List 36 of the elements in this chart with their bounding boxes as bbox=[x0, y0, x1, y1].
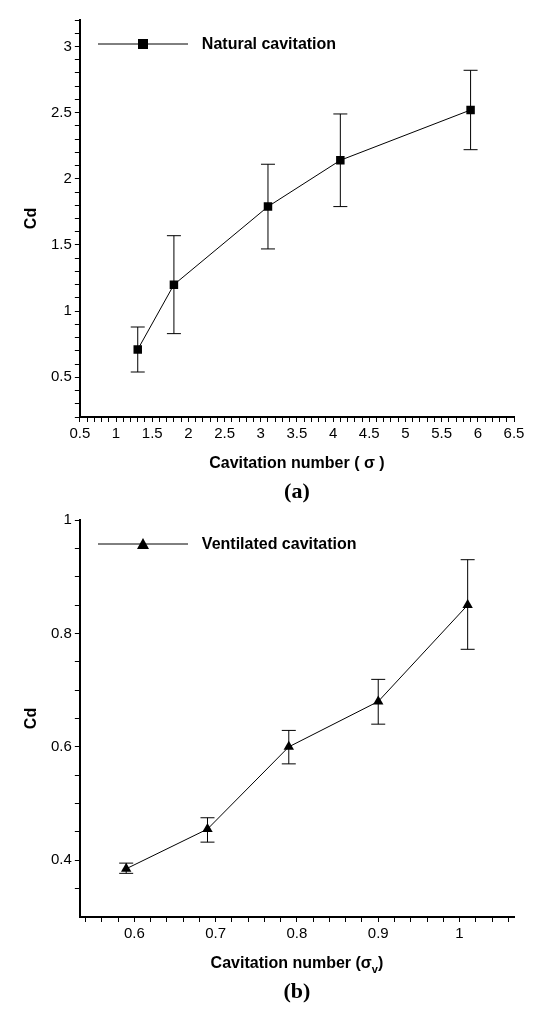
y-tick-label: 1.5 bbox=[50, 235, 72, 253]
text: (b) bbox=[283, 978, 311, 1003]
x-axis-title: Cavitation number ( σ ) bbox=[209, 454, 385, 471]
text: (a) bbox=[284, 478, 310, 503]
y-tick-label: 3 bbox=[63, 36, 72, 54]
x-tick-label: 6 bbox=[473, 424, 482, 442]
y-axis-title: Cd bbox=[21, 207, 39, 230]
y-tick-label: 2 bbox=[63, 168, 72, 186]
x-tick-label: 0.6 bbox=[123, 924, 145, 942]
y-tick-label: 1 bbox=[63, 510, 72, 528]
y-tick-label: 0.5 bbox=[50, 367, 72, 385]
x-tick-label: 0.8 bbox=[286, 924, 308, 942]
point bbox=[336, 156, 345, 165]
x-tick-label: 1 bbox=[111, 424, 121, 442]
x-tick-label: 2 bbox=[184, 424, 193, 442]
y-tick-label: 0.4 bbox=[50, 850, 72, 868]
x-tick-label: 1.5 bbox=[141, 424, 163, 442]
x-tick-label: 4 bbox=[328, 424, 338, 442]
point bbox=[133, 345, 142, 354]
y-tick-label: 1 bbox=[63, 301, 72, 319]
x-tick-label: 6.5 bbox=[503, 424, 525, 442]
x-tick-label: 3.5 bbox=[286, 424, 308, 442]
text: Natural cavitation bbox=[201, 35, 337, 53]
x-tick-label: 2.5 bbox=[214, 424, 235, 442]
y-axis-title: Cd bbox=[21, 707, 39, 730]
x-tick-label: 4.5 bbox=[358, 424, 380, 442]
x-tick-label: 5.5 bbox=[431, 424, 453, 442]
x-tick-label: 3 bbox=[256, 424, 265, 442]
x-tick-label: 0.7 bbox=[205, 924, 227, 942]
y-tick-label: 2.5 bbox=[50, 102, 72, 120]
y-tick-label: 0.8 bbox=[50, 623, 72, 641]
x-tick-label: 1 bbox=[455, 924, 464, 942]
x-tick-label: 5 bbox=[401, 424, 410, 442]
y-tick-label: 0.6 bbox=[50, 737, 72, 754]
text: Ventilated cavitation bbox=[201, 535, 357, 553]
x-tick-label: 0.9 bbox=[367, 924, 389, 942]
